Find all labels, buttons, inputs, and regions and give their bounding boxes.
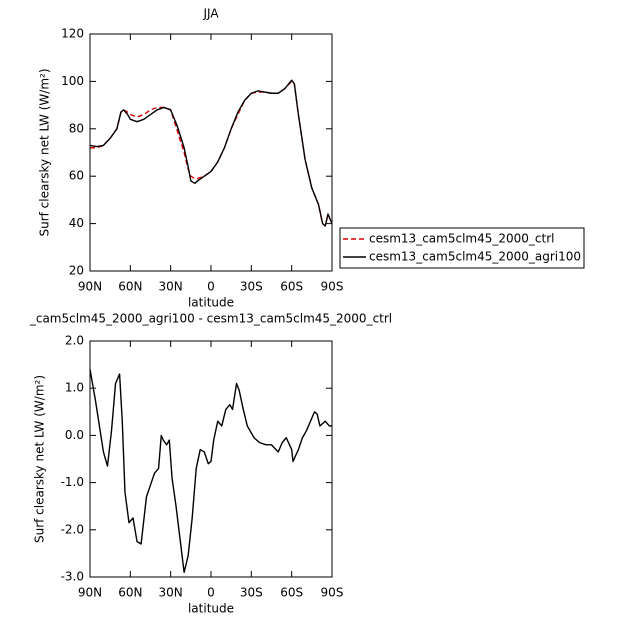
x-axis-label: latitude <box>188 602 234 616</box>
x-tick-label: 90S <box>321 280 344 294</box>
x-tick-label: 60N <box>118 586 142 600</box>
y-tick-label: -1.0 <box>61 475 84 489</box>
legend-label: cesm13_cam5clm45_2000_agri100 <box>369 250 581 264</box>
x-tick-label: 30N <box>159 586 183 600</box>
y-tick-label: -2.0 <box>61 522 84 536</box>
y-axis-label: Surf clearsky net LW (W/m²) <box>38 68 52 236</box>
y-tick-label: 1.0 <box>65 381 84 395</box>
x-tick-label: 60N <box>118 280 142 294</box>
plot-frame <box>89 33 333 272</box>
legend-label: cesm13_cam5clm45_2000_ctrl <box>369 232 554 246</box>
x-axis-label: latitude <box>188 296 234 310</box>
y-tick-label: 0.0 <box>65 428 84 442</box>
x-tick-label: 90S <box>321 586 344 600</box>
y-axis-label: Surf clearsky net LW (W/m²) <box>33 375 47 543</box>
data-line <box>89 79 333 227</box>
x-tick-label: 90N <box>78 586 102 600</box>
x-tick-label: 60S <box>280 280 303 294</box>
chart-title: _cam5clm45_2000_agri100 - cesm13_cam5clm… <box>29 312 392 326</box>
y-tick-label: 100 <box>61 74 84 88</box>
y-tick-label: 40 <box>69 216 84 230</box>
y-tick-label: 120 <box>61 27 84 41</box>
y-tick-label: 80 <box>69 121 84 135</box>
x-tick-label: 30N <box>159 280 183 294</box>
x-tick-label: 30S <box>240 586 263 600</box>
legend-box <box>339 227 585 269</box>
data-line <box>89 369 332 573</box>
y-tick-label: 60 <box>69 169 84 183</box>
x-tick-label: 60S <box>280 586 303 600</box>
data-line <box>90 80 333 227</box>
x-tick-label: 30S <box>240 280 263 294</box>
y-tick-label: 20 <box>69 264 84 278</box>
y-tick-label: -3.0 <box>61 570 84 584</box>
x-tick-label: 90N <box>78 280 102 294</box>
chart-title: JJA <box>202 7 219 21</box>
x-tick-label: 0 <box>207 586 215 600</box>
y-tick-label: 2.0 <box>65 334 84 348</box>
x-tick-label: 0 <box>207 280 215 294</box>
plot-frame <box>89 340 333 578</box>
